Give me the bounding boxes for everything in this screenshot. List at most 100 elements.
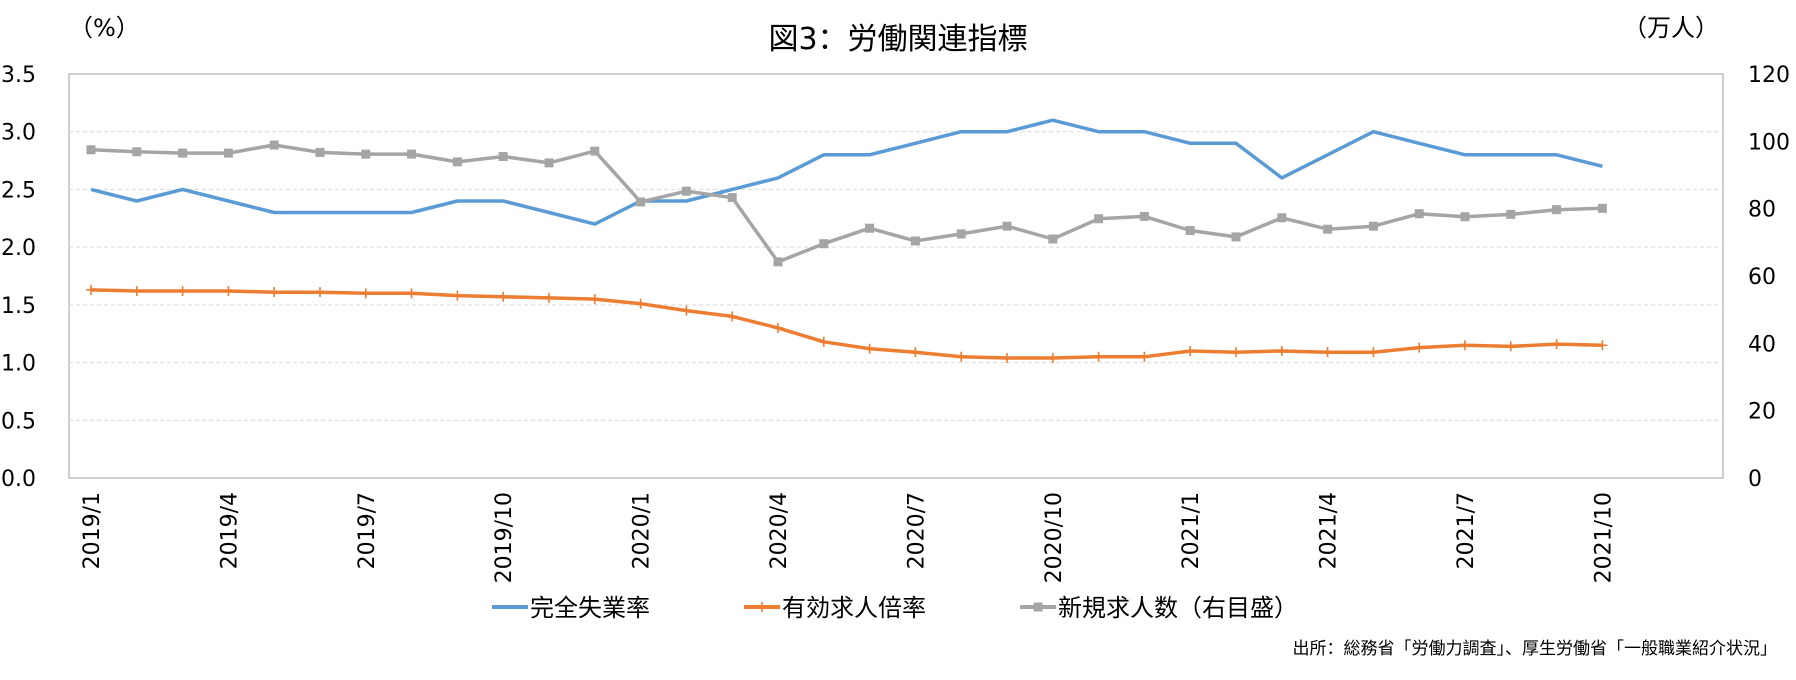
data-point-marker: [407, 149, 417, 159]
grid-lines: [69, 131, 1723, 421]
data-point-marker: [1139, 351, 1150, 362]
data-point-marker: [1139, 211, 1149, 221]
data-point-marker: [956, 351, 967, 362]
series-lines: [86, 118, 1608, 363]
right-axis-unit: （万人）: [1623, 14, 1719, 42]
legend-label: 有効求人倍率: [782, 594, 926, 622]
legend-item-1: 完全失業率: [492, 594, 650, 622]
data-point-marker: [1185, 346, 1196, 357]
data-point-marker: [1002, 352, 1012, 363]
data-point-marker: [1551, 339, 1562, 350]
data-point-marker: [177, 286, 188, 297]
data-point-marker: [1094, 214, 1104, 224]
data-point-marker: [1002, 221, 1012, 231]
data-point-marker: [681, 305, 692, 316]
data-point-marker: [773, 322, 783, 333]
legend-label: 新規求人数（右目盛）: [1058, 594, 1298, 622]
data-point-marker: [1276, 346, 1287, 357]
x-axis-tick-label: 2019/7: [355, 492, 380, 569]
data-point-marker: [1185, 226, 1195, 236]
data-point-marker: [1597, 203, 1607, 213]
right-axis-tick-label: 100: [1748, 130, 1790, 155]
data-point-marker: [1368, 347, 1379, 358]
data-point-marker: [773, 257, 783, 267]
x-axis-tick-label: 2021/4: [1317, 492, 1342, 569]
data-point-marker: [452, 157, 462, 167]
data-point-marker: [315, 287, 325, 298]
data-point-marker: [1552, 205, 1562, 215]
data-point-marker: [635, 298, 646, 309]
data-point-marker: [360, 288, 371, 299]
series-line-2: [90, 288, 1603, 360]
right-axis-tick-label: 0: [1748, 467, 1762, 492]
data-point-marker: [1414, 342, 1425, 353]
legend-item-2: 有効求人倍率: [744, 594, 926, 622]
right-axis-tick-label: 60: [1748, 265, 1776, 290]
data-point-marker: [864, 343, 875, 354]
data-point-marker: [1048, 234, 1058, 244]
x-axis-tick-label: 2021/10: [1591, 492, 1616, 583]
x-axis-tick-label: 2019/1: [80, 492, 105, 569]
data-point-marker: [498, 291, 509, 302]
x-axis-tick-label: 2019/4: [217, 492, 242, 569]
chart-plot-area: [68, 73, 1724, 479]
data-point-marker: [452, 290, 463, 301]
series-line-3: [90, 143, 1603, 264]
data-point-marker: [1506, 209, 1516, 219]
data-point-marker: [1047, 352, 1058, 363]
data-point-marker: [727, 193, 737, 203]
x-axis-tick-label: 2020/7: [904, 492, 929, 569]
data-point-marker: [178, 148, 188, 158]
data-point-marker: [1231, 347, 1241, 358]
right-axis-tick-label: 20: [1748, 400, 1776, 425]
data-point-marker: [681, 186, 691, 196]
data-point-marker: [131, 286, 142, 297]
data-point-marker: [223, 148, 233, 158]
left-axis-tick-label: 2.0: [1, 236, 36, 261]
legend: 完全失業率 有効求人倍率 新規求人数（右目盛）: [492, 594, 1298, 622]
data-point-marker: [1231, 232, 1241, 242]
data-point-marker: [361, 149, 371, 159]
x-axis: 2019/1 2019/4 2019/7 2019/10 2020/1 2020/4 202…: [80, 492, 1616, 583]
data-point-marker: [223, 286, 234, 297]
data-point-marker: [1277, 213, 1287, 223]
legend-marker: [757, 602, 767, 612]
data-point-marker: [132, 147, 142, 157]
data-point-marker: [1597, 340, 1608, 351]
data-point-marker: [86, 284, 96, 295]
data-point-marker: [498, 151, 508, 161]
data-point-marker: [956, 229, 966, 239]
left-axis-tick-label: 1.0: [1, 352, 36, 377]
data-point-marker: [818, 336, 829, 347]
data-point-marker: [544, 158, 554, 168]
data-point-marker: [910, 347, 921, 358]
data-point-marker: [1093, 351, 1104, 362]
data-point-marker: [819, 239, 829, 249]
left-axis-tick-label: 3.5: [1, 63, 36, 88]
x-axis-tick-label: 2021/7: [1454, 492, 1479, 569]
x-axis-tick-label: 2020/10: [1042, 492, 1067, 583]
data-point-marker: [590, 146, 600, 156]
data-point-marker: [406, 288, 417, 299]
legend-marker: [1033, 602, 1043, 612]
left-axis-unit: （%）: [69, 14, 140, 42]
data-point-marker: [1414, 209, 1424, 219]
data-point-marker: [1460, 212, 1470, 222]
data-point-marker: [1323, 224, 1333, 234]
data-point-marker: [269, 140, 279, 150]
data-point-marker: [86, 145, 96, 155]
data-point-marker: [1460, 340, 1470, 351]
data-point-marker: [727, 311, 738, 322]
left-axis-tick-label: 3.0: [1, 121, 36, 146]
x-axis-tick-label: 2020/1: [630, 492, 655, 569]
data-point-marker: [315, 147, 325, 157]
left-axis-tick-label: 1.5: [1, 294, 36, 319]
right-axis-tick-label: 40: [1748, 332, 1776, 357]
right-axis-tick-label: 80: [1748, 198, 1776, 223]
data-point-marker: [1322, 347, 1333, 358]
data-point-marker: [544, 292, 554, 303]
data-point-marker: [589, 294, 600, 305]
left-axis-tick-label: 0.5: [1, 409, 36, 434]
